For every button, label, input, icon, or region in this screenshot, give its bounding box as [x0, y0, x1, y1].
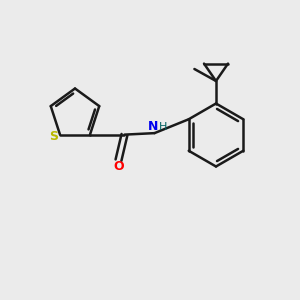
Text: N: N — [148, 120, 158, 133]
Text: S: S — [49, 130, 58, 142]
Text: H: H — [159, 122, 167, 131]
Text: O: O — [113, 160, 124, 173]
